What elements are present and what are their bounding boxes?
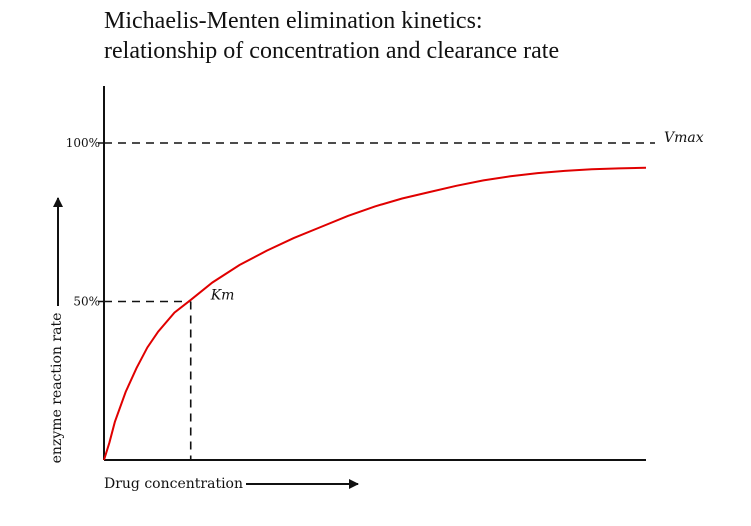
chart-title: Michaelis-Menten elimination kinetics:: [104, 8, 483, 34]
chart-title-block: Michaelis-Menten elimination kinetics: r…: [104, 6, 724, 66]
series-curve: [103, 166, 647, 461]
x-axis-label: Drug concentration: [104, 476, 243, 492]
chart-subtitle: relationship of concentration and cleara…: [104, 38, 560, 64]
labels-group: 100% 50% Vmax Km enzyme reaction rate Drug co…: [49, 130, 704, 492]
axes-group: [98, 86, 646, 461]
vmax-label: Vmax: [664, 130, 704, 146]
series-group: [103, 166, 647, 461]
km-label: Km: [210, 288, 235, 304]
y-tick-label: 100%: [66, 136, 100, 150]
reference-lines-group: [104, 142, 655, 460]
y-tick-label: 50%: [73, 295, 100, 309]
y-axis-label: enzyme reaction rate: [49, 313, 65, 464]
